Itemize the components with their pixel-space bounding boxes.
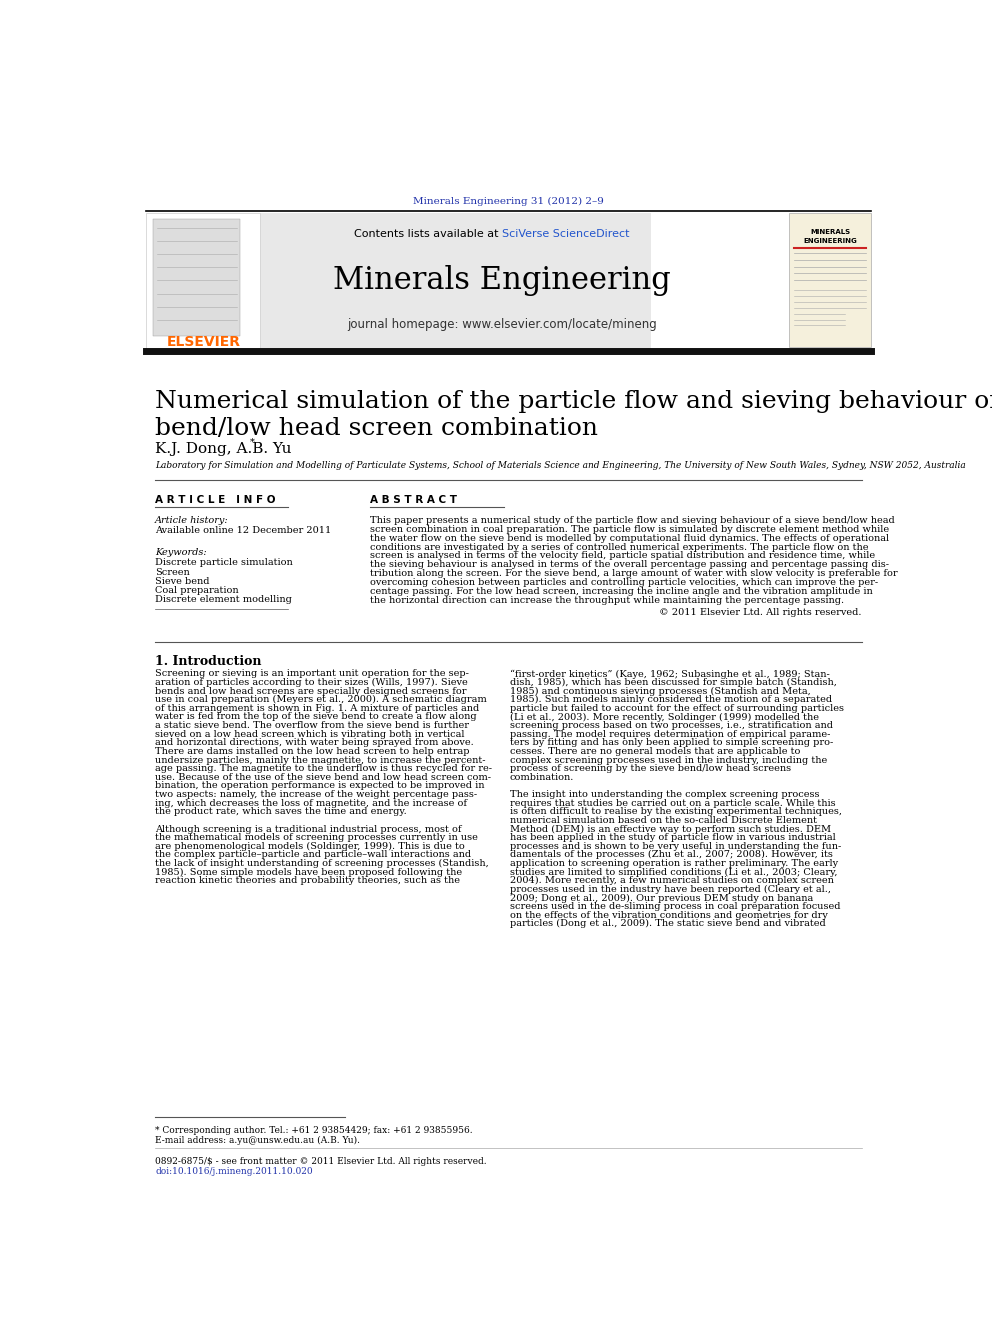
- Text: Article history:: Article history:: [155, 516, 228, 525]
- Text: undersize particles, mainly the magnetite, to increase the percent-: undersize particles, mainly the magnetit…: [155, 755, 485, 765]
- Text: conditions are investigated by a series of controlled numerical experiments. The: conditions are investigated by a series …: [370, 542, 869, 552]
- Text: has been applied in the study of particle flow in various industrial: has been applied in the study of particl…: [510, 833, 835, 843]
- Text: Available online 12 December 2011: Available online 12 December 2011: [155, 527, 331, 534]
- Text: bination, the operation performance is expected to be improved in: bination, the operation performance is e…: [155, 782, 484, 790]
- Bar: [260, 213, 651, 349]
- Text: 0892-6875/$ - see front matter © 2011 Elsevier Ltd. All rights reserved.: 0892-6875/$ - see front matter © 2011 El…: [155, 1156, 487, 1166]
- Text: 2009; Dong et al., 2009). Our previous DEM study on banana: 2009; Dong et al., 2009). Our previous D…: [510, 893, 813, 902]
- Text: a static sieve bend. The overflow from the sieve bend is further: a static sieve bend. The overflow from t…: [155, 721, 469, 730]
- Text: This paper presents a numerical study of the particle flow and sieving behaviour: This paper presents a numerical study of…: [370, 516, 895, 525]
- Text: doi:10.1016/j.mineng.2011.10.020: doi:10.1016/j.mineng.2011.10.020: [155, 1167, 312, 1176]
- Text: particle but failed to account for the effect of surrounding particles: particle but failed to account for the e…: [510, 704, 844, 713]
- Text: the lack of insight understanding of screening processes (Standish,: the lack of insight understanding of scr…: [155, 859, 489, 868]
- Text: 1985). Such models mainly considered the motion of a separated: 1985). Such models mainly considered the…: [510, 695, 832, 704]
- Text: of this arrangement is shown in Fig. 1. A mixture of particles and: of this arrangement is shown in Fig. 1. …: [155, 704, 479, 713]
- Text: ENGINEERING: ENGINEERING: [804, 238, 857, 245]
- Text: Screen: Screen: [155, 568, 189, 577]
- Text: screening process based on two processes, i.e., stratification and: screening process based on two processes…: [510, 721, 833, 730]
- Text: age passing. The magnetite to the underflow is thus recycled for re-: age passing. The magnetite to the underf…: [155, 765, 492, 773]
- Text: journal homepage: www.elsevier.com/locate/mineng: journal homepage: www.elsevier.com/locat…: [347, 318, 657, 331]
- Text: * Corresponding author. Tel.: +61 2 93854429; fax: +61 2 93855956.: * Corresponding author. Tel.: +61 2 9385…: [155, 1126, 472, 1135]
- Text: A B S T R A C T: A B S T R A C T: [370, 495, 457, 505]
- Text: the mathematical models of screening processes currently in use: the mathematical models of screening pro…: [155, 833, 478, 843]
- Text: Laboratory for Simulation and Modelling of Particulate Systems, School of Materi: Laboratory for Simulation and Modelling …: [155, 462, 966, 471]
- Text: MINERALS: MINERALS: [809, 229, 850, 235]
- Text: 1985) and continuous sieving processes (Standish and Meta,: 1985) and continuous sieving processes (…: [510, 687, 810, 696]
- Text: the horizontal direction can increase the throughput while maintaining the perce: the horizontal direction can increase th…: [370, 595, 844, 605]
- Text: tribution along the screen. For the sieve bend, a large amount of water with slo: tribution along the screen. For the siev…: [370, 569, 898, 578]
- Text: Keywords:: Keywords:: [155, 548, 206, 557]
- Text: processes used in the industry have been reported (Cleary et al.,: processes used in the industry have been…: [510, 885, 831, 894]
- Text: sieved on a low head screen which is vibrating both in vertical: sieved on a low head screen which is vib…: [155, 730, 464, 738]
- Text: Coal preparation: Coal preparation: [155, 586, 239, 595]
- Text: A R T I C L E   I N F O: A R T I C L E I N F O: [155, 495, 276, 505]
- Text: on the effects of the vibration conditions and geometries for dry: on the effects of the vibration conditio…: [510, 910, 828, 919]
- Text: Screening or sieving is an important unit operation for the sep-: Screening or sieving is an important uni…: [155, 669, 469, 679]
- Text: overcoming cohesion between particles and controlling particle velocities, which: overcoming cohesion between particles an…: [370, 578, 879, 587]
- Text: reaction kinetic theories and probability theories, such as the: reaction kinetic theories and probabilit…: [155, 876, 460, 885]
- Text: Although screening is a traditional industrial process, most of: Although screening is a traditional indu…: [155, 824, 461, 833]
- Text: Minerals Engineering 31 (2012) 2–9: Minerals Engineering 31 (2012) 2–9: [413, 197, 604, 205]
- Text: © 2011 Elsevier Ltd. All rights reserved.: © 2011 Elsevier Ltd. All rights reserved…: [660, 607, 862, 617]
- Bar: [154, 218, 240, 336]
- Text: 1985). Some simple models have been proposed following the: 1985). Some simple models have been prop…: [155, 868, 462, 877]
- Text: use. Because of the use of the sieve bend and low head screen com-: use. Because of the use of the sieve ben…: [155, 773, 491, 782]
- Text: process of screening by the sieve bend/low head screens: process of screening by the sieve bend/l…: [510, 765, 791, 773]
- Text: centage passing. For the low head screen, increasing the incline angle and the v: centage passing. For the low head screen…: [370, 587, 873, 595]
- Text: two aspects: namely, the increase of the weight percentage pass-: two aspects: namely, the increase of the…: [155, 790, 477, 799]
- Text: ters by fitting and has only been applied to simple screening pro-: ters by fitting and has only been applie…: [510, 738, 833, 747]
- Text: Minerals Engineering: Minerals Engineering: [333, 265, 671, 296]
- Text: “first-order kinetics” (Kaye, 1962; Subasinghe et al., 1989; Stan-: “first-order kinetics” (Kaye, 1962; Suba…: [510, 669, 829, 679]
- Text: the sieving behaviour is analysed in terms of the overall percentage passing and: the sieving behaviour is analysed in ter…: [370, 561, 890, 569]
- Text: Discrete element modelling: Discrete element modelling: [155, 595, 292, 605]
- Text: The insight into understanding the complex screening process: The insight into understanding the compl…: [510, 790, 819, 799]
- Text: complex screening processes used in the industry, including the: complex screening processes used in the …: [510, 755, 827, 765]
- Text: dish, 1985), which has been discussed for simple batch (Standish,: dish, 1985), which has been discussed fo…: [510, 677, 837, 687]
- Text: ing, which decreases the loss of magnetite, and the increase of: ing, which decreases the loss of magneti…: [155, 799, 467, 807]
- Text: are phenomenological models (Soldinger, 1999). This is due to: are phenomenological models (Soldinger, …: [155, 841, 464, 851]
- Text: processes and is shown to be very useful in understanding the fun-: processes and is shown to be very useful…: [510, 841, 841, 851]
- Text: Sieve bend: Sieve bend: [155, 577, 209, 586]
- Text: screen combination in coal preparation. The particle flow is simulated by discre: screen combination in coal preparation. …: [370, 525, 890, 534]
- Text: the product rate, which saves the time and energy.: the product rate, which saves the time a…: [155, 807, 407, 816]
- Text: 2004). More recently, a few numerical studies on complex screen: 2004). More recently, a few numerical st…: [510, 876, 834, 885]
- Text: SciVerse ScienceDirect: SciVerse ScienceDirect: [502, 229, 630, 239]
- Text: damentals of the processes (Zhu et al., 2007; 2008). However, its: damentals of the processes (Zhu et al., …: [510, 851, 833, 860]
- Text: (Li et al., 2003). More recently, Soldinger (1999) modelled the: (Li et al., 2003). More recently, Soldin…: [510, 712, 819, 721]
- Text: 1. Introduction: 1. Introduction: [155, 655, 262, 668]
- Text: is often difficult to realise by the existing experimental techniques,: is often difficult to realise by the exi…: [510, 807, 842, 816]
- Text: numerical simulation based on the so-called Discrete Element: numerical simulation based on the so-cal…: [510, 816, 817, 824]
- Text: Numerical simulation of the particle flow and sieving behaviour on sieve
bend/lo: Numerical simulation of the particle flo…: [155, 390, 992, 441]
- Text: Contents lists available at: Contents lists available at: [354, 229, 502, 239]
- Text: cesses. There are no general models that are applicable to: cesses. There are no general models that…: [510, 747, 801, 755]
- Text: water is fed from the top of the sieve bend to create a flow along: water is fed from the top of the sieve b…: [155, 712, 476, 721]
- Bar: [789, 213, 871, 348]
- Text: application to screening operation is rather preliminary. The early: application to screening operation is ra…: [510, 859, 838, 868]
- Text: ELSEVIER: ELSEVIER: [167, 335, 241, 349]
- Text: E-mail address: a.yu@unsw.edu.au (A.B. Yu).: E-mail address: a.yu@unsw.edu.au (A.B. Y…: [155, 1136, 360, 1144]
- Text: particles (Dong et al., 2009). The static sieve bend and vibrated: particles (Dong et al., 2009). The stati…: [510, 919, 825, 929]
- Text: bends and low head screens are specially designed screens for: bends and low head screens are specially…: [155, 687, 466, 696]
- Text: There are dams installed on the low head screen to help entrap: There are dams installed on the low head…: [155, 747, 469, 755]
- Text: aration of particles according to their sizes (Wills, 1997). Sieve: aration of particles according to their …: [155, 677, 468, 687]
- Text: Method (DEM) is an effective way to perform such studies. DEM: Method (DEM) is an effective way to perf…: [510, 824, 831, 833]
- Text: use in coal preparation (Meyers et al., 2000). A schematic diagram: use in coal preparation (Meyers et al., …: [155, 695, 487, 704]
- Text: *: *: [250, 438, 255, 446]
- Text: and horizontal directions, with water being sprayed from above.: and horizontal directions, with water be…: [155, 738, 474, 747]
- Text: passing. The model requires determination of empirical parame-: passing. The model requires determinatio…: [510, 730, 830, 738]
- Text: combination.: combination.: [510, 773, 574, 782]
- Text: studies are limited to simplified conditions (Li et al., 2003; Cleary,: studies are limited to simplified condit…: [510, 868, 837, 877]
- Text: screen is analysed in terms of the velocity field, particle spatial distribution: screen is analysed in terms of the veloc…: [370, 552, 876, 561]
- Text: K.J. Dong, A.B. Yu: K.J. Dong, A.B. Yu: [155, 442, 292, 456]
- Text: Discrete particle simulation: Discrete particle simulation: [155, 558, 293, 568]
- Text: requires that studies be carried out on a particle scale. While this: requires that studies be carried out on …: [510, 799, 835, 807]
- Bar: [146, 213, 260, 349]
- Text: screens used in the de-sliming process in coal preparation focused: screens used in the de-sliming process i…: [510, 902, 840, 912]
- Text: the complex particle–particle and particle–wall interactions and: the complex particle–particle and partic…: [155, 851, 471, 860]
- Text: the water flow on the sieve bend is modelled by computational fluid dynamics. Th: the water flow on the sieve bend is mode…: [370, 533, 890, 542]
